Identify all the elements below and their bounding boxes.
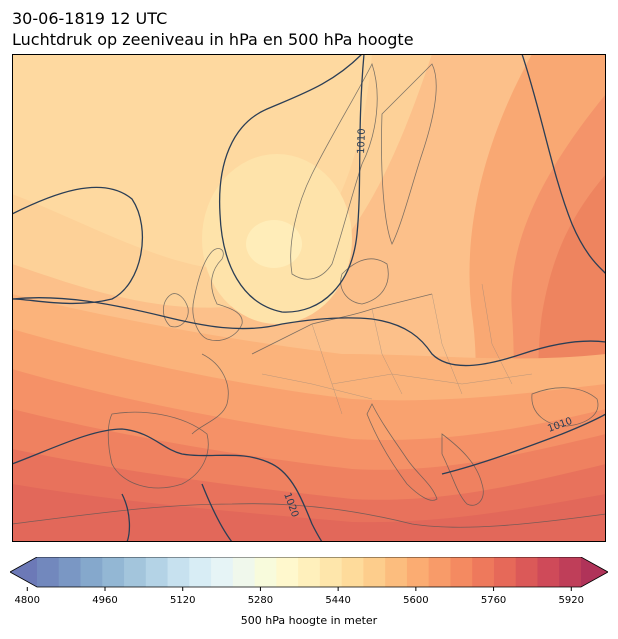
colorbar-tick-label: 4960: [92, 595, 117, 606]
colorbar-bin: [124, 557, 147, 587]
colorbar-bin: [276, 557, 299, 587]
colorbar-bin: [211, 557, 234, 587]
colorbar-extend-low: [10, 557, 37, 587]
colorbar-tick-label: 5280: [248, 595, 273, 606]
map-title: Luchtdruk op zeeniveau in hPa en 500 hPa…: [12, 30, 414, 49]
colorbar-bin: [102, 557, 125, 587]
colorbar-bin: [559, 557, 582, 587]
colorbar-tick-label: 5760: [481, 595, 506, 606]
colorbar-tick-label: 5120: [170, 595, 195, 606]
colorbar-bin: [58, 557, 82, 587]
colorbar-bin: [254, 557, 277, 587]
colorbar-bin: [167, 557, 190, 587]
country-borders: [261, 283, 533, 415]
coastlines: [12, 62, 606, 528]
colorbar-bin: [472, 557, 495, 587]
colorbar-extend-high: [581, 557, 608, 587]
colorbar-tick-label: 5920: [559, 595, 584, 606]
colorbar-bin: [428, 557, 451, 587]
colorbar-outline: [10, 557, 608, 588]
colorbar-ticks: 4800 4960 5120 5280 5440 5600 5760 5920: [15, 587, 584, 606]
colorbar-bin: [319, 557, 343, 587]
colorbar-label: 500 hPa hoogte in meter: [240, 614, 378, 627]
colorbar-bin: [298, 557, 321, 587]
colorbar-bin: [537, 557, 560, 587]
map-timestamp: 30-06-1819 12 UTC: [12, 9, 168, 28]
colorbar-bin: [37, 557, 60, 587]
colorbar-bin: [385, 557, 408, 587]
colorbar-tick-label: 5440: [325, 595, 350, 606]
isobars: [12, 54, 606, 542]
weather-map: 1010 1010 1020: [12, 54, 606, 542]
colorbar-bin: [232, 557, 256, 587]
isobar-label-1010-north: 1010: [356, 128, 368, 154]
colorbar-bin: [515, 557, 538, 587]
colorbar-tick-label: 5600: [403, 595, 428, 606]
colorbar-bin: [189, 557, 212, 587]
colorbar-bin: [450, 557, 473, 587]
colorbar-bin: [493, 557, 517, 587]
colorbar: 4800 4960 5120 5280 5440 5600 5760 5920: [10, 557, 608, 606]
colorbar-tick-label: 4800: [15, 595, 40, 606]
colorbar-bin: [145, 557, 169, 587]
colorbar-bin: [406, 557, 430, 587]
height-contour-fill: [12, 54, 606, 542]
colorbar-bin: [363, 557, 386, 587]
colorbar-swatches: [10, 557, 608, 588]
colorbar-bin: [80, 557, 103, 587]
colorbar-bin: [341, 557, 364, 587]
